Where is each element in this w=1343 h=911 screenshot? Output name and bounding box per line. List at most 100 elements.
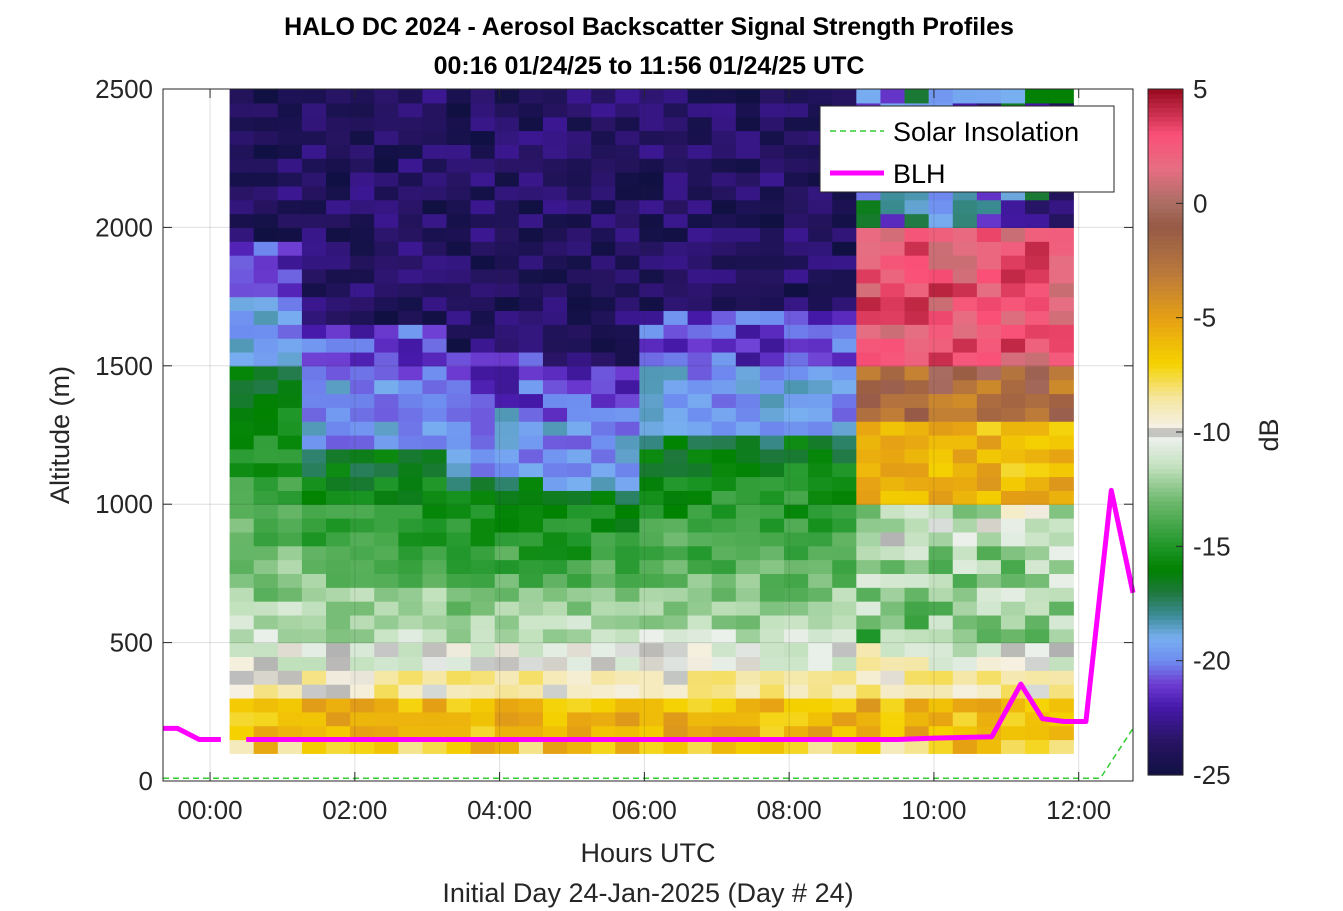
colorbar-segment (1148, 422, 1183, 429)
heatmap-cell (735, 670, 761, 685)
heatmap-cell (277, 531, 303, 547)
y-tick-label: 2000 (95, 212, 153, 242)
heatmap-cell (446, 116, 472, 132)
heatmap-cell (687, 476, 713, 491)
heatmap-cell (615, 338, 640, 353)
heatmap-cell (470, 255, 496, 270)
heatmap-cell (253, 628, 279, 644)
heatmap-cell (277, 725, 303, 741)
heatmap-cell (856, 324, 882, 339)
heatmap-cell (518, 130, 544, 145)
heatmap-cell (1049, 559, 1074, 574)
heatmap-cell (735, 504, 761, 519)
heatmap-cell (976, 324, 1002, 339)
colorbar-segment (1148, 281, 1183, 287)
heatmap-cell (542, 407, 568, 422)
heatmap-cell (663, 490, 689, 505)
heatmap-cell (904, 490, 930, 505)
heatmap-cell (784, 739, 809, 754)
heatmap-cell (470, 504, 496, 519)
heatmap-cell (976, 227, 1002, 242)
heatmap-cell (687, 338, 713, 353)
heatmap-cell (808, 670, 833, 685)
heatmap-cell (518, 421, 544, 436)
colorbar-segment (1148, 153, 1183, 159)
colorbar-segment (1148, 139, 1183, 145)
heatmap-cell (759, 172, 785, 187)
heatmap-cell (976, 614, 1002, 630)
heatmap-cell (1049, 407, 1074, 422)
heatmap-cell (494, 310, 520, 325)
heatmap-cell (567, 435, 592, 450)
heatmap-cell (808, 393, 833, 408)
heatmap-cell (518, 268, 544, 284)
heatmap-cell (687, 628, 713, 644)
heatmap-cell (759, 435, 785, 450)
heatmap-cell (663, 476, 689, 491)
heatmap-cell (253, 116, 279, 132)
heatmap-cell (494, 490, 520, 505)
heatmap-cell (663, 601, 689, 616)
heatmap-cell (856, 642, 882, 658)
heatmap-cell (1049, 601, 1074, 616)
colorbar-segment (1148, 157, 1183, 163)
heatmap-cell (350, 158, 375, 173)
heatmap-cell (277, 587, 303, 602)
heatmap-cell (591, 268, 616, 284)
heatmap-cell (639, 89, 665, 104)
colorbar-segment (1148, 500, 1183, 506)
heatmap-cell (711, 144, 737, 159)
heatmap-cell (326, 199, 351, 215)
heatmap-cell (326, 130, 351, 145)
heatmap-cell (229, 421, 255, 436)
heatmap-cell (422, 324, 448, 339)
heatmap-cell (326, 241, 351, 256)
heatmap-cell (784, 421, 809, 436)
heatmap-cell (1049, 462, 1074, 478)
heatmap-cell (301, 255, 327, 270)
colorbar-segment (1148, 285, 1183, 291)
heatmap-cell (374, 172, 399, 187)
heatmap-cell (663, 310, 689, 325)
heatmap-cell (494, 144, 520, 159)
heatmap-cell (591, 296, 616, 312)
colorbar-segment (1148, 116, 1183, 122)
heatmap-cell (663, 421, 689, 436)
heatmap-cell (856, 462, 882, 478)
heatmap-cell (976, 684, 1002, 699)
heatmap-cell (301, 351, 327, 367)
heatmap-cell (687, 324, 713, 339)
heatmap-cell (832, 587, 857, 602)
heatmap-cell (277, 545, 303, 561)
colorbar-segment (1148, 171, 1183, 177)
heatmap-cell (567, 670, 592, 685)
heatmap-cell (422, 116, 448, 132)
heatmap-cell (952, 518, 978, 533)
heatmap-cell (784, 365, 809, 381)
heatmap-cell (350, 268, 375, 284)
colorbar-segment (1148, 377, 1183, 383)
heatmap-cell (277, 462, 303, 478)
heatmap-cell (663, 116, 689, 132)
heatmap-cell (735, 490, 761, 505)
heatmap-cell (663, 144, 689, 159)
colorbar-segment (1148, 207, 1183, 214)
heatmap-cell (639, 545, 665, 561)
heatmap-cell (398, 89, 424, 104)
colorbar-segment (1148, 610, 1183, 616)
heatmap-cell (518, 296, 544, 312)
heatmap-cell (1025, 573, 1050, 588)
heatmap-cell (591, 531, 616, 547)
heatmap-cell (542, 324, 568, 339)
heatmap-cell (856, 697, 882, 713)
colorbar-segment (1148, 226, 1183, 232)
heatmap-cell (615, 282, 640, 298)
heatmap-cell (518, 227, 544, 242)
heatmap-cell (446, 130, 472, 145)
colorbar-segment (1148, 546, 1183, 552)
heatmap-cell (759, 379, 785, 395)
heatmap-cell (711, 614, 737, 630)
heatmap-cell (518, 393, 544, 408)
heatmap-cell (759, 642, 785, 658)
heatmap-cell (301, 172, 327, 187)
